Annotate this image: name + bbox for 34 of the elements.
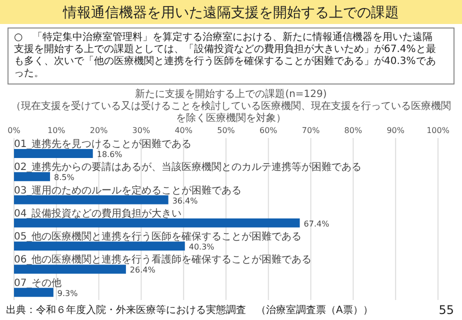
x-tick-label: 70%: [302, 126, 320, 135]
data-label: 40.3%: [188, 242, 215, 252]
x-tick-label: 90%: [386, 126, 405, 135]
x-tick-label: 10%: [48, 126, 66, 135]
data-label: 8.5%: [54, 173, 75, 182]
data-label: 9.3%: [57, 288, 78, 298]
x-tick-label: 100%: [426, 126, 450, 135]
x-tick-label: 40%: [174, 126, 193, 135]
x-tick-label: 80%: [344, 126, 362, 135]
data-label: 26.4%: [130, 266, 156, 275]
x-tick-label: 20%: [90, 126, 108, 135]
y-tick-label: 02_連携先からの要請はあるが、当該医療機関とのカルテ連携等が困難である: [14, 161, 362, 174]
x-tick-label: 50%: [217, 126, 236, 135]
bar: [14, 242, 185, 251]
data-label: 18.6%: [96, 150, 123, 159]
x-tick-label: 0%: [8, 126, 21, 135]
data-label: 67.4%: [304, 219, 330, 228]
y-tick-label: 06_他の医療機関と連携を行う看護師を確保することが困難である: [14, 254, 312, 266]
bar: [14, 195, 168, 204]
bar: [14, 149, 93, 158]
data-label: 36.4%: [172, 196, 198, 206]
text: 情報通信機器を用いた遠隔支援を開始する上での課題: [62, 5, 399, 21]
bar: [14, 218, 300, 228]
chart-title: 新たに支援を開始する上での課題(n=129): [135, 88, 327, 100]
text: ○ 「特定集中治療室管理料」を算定する治療室における、新たに情報通信機器を用いた遠隔支援を開始する上での課題としては、「設備投資などの費用負担が大きいため」が67.4%と最も多く、次いで「他の医療機関と連携を行う医師を確保することが困難である」が40.3%であった。: [14, 31, 436, 79]
x-tick-label: 60%: [260, 126, 278, 135]
bar: [14, 288, 54, 297]
x-tick-label: 30%: [132, 126, 150, 135]
source-note: 出典：令和６年度入院・外来医療等における実態調査 （治療室調査票（A票））: [6, 304, 373, 316]
bar: [14, 264, 126, 274]
text: 55: [438, 303, 454, 317]
y-tick-label: 05_他の医療機関と連携を行う医師を確保することが困難である: [14, 230, 302, 243]
chart-subtitle: （現在支援を受けている又は受けることを検討している医療機関、現在支援を行っている医療機関を除く医療機関を対象）: [11, 100, 451, 124]
bar: [14, 172, 50, 182]
